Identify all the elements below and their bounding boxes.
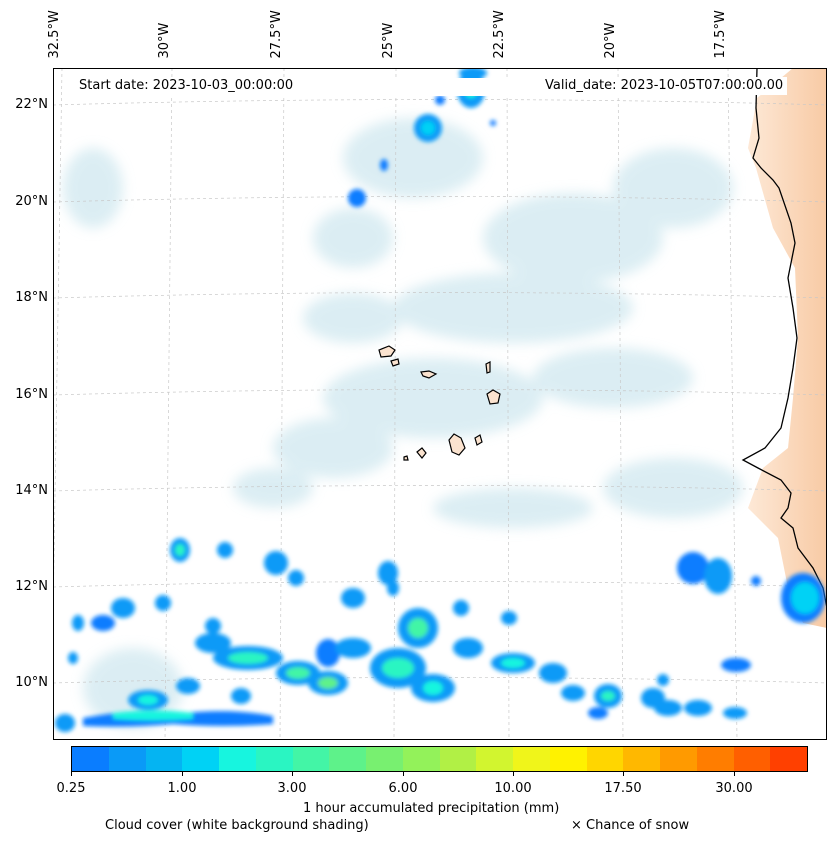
colorbar-segment [439, 747, 477, 771]
lat-label-12n: 12°N [15, 579, 48, 594]
precipitation-colorbar [71, 746, 808, 772]
colorbar-segment [733, 747, 771, 771]
colorbar-tick-mark [182, 772, 183, 776]
lat-label-20n: 20°N [15, 194, 48, 209]
lon-label-17-5w: 17.5°W [713, 10, 728, 59]
cloud-cover-note: Cloud cover (white background shading) [105, 818, 369, 833]
colorbar-segment [402, 747, 440, 771]
colorbar-tick-label: 30.00 [715, 781, 753, 796]
lon-label-25w: 25°W [381, 22, 396, 59]
colorbar-segment [108, 747, 146, 771]
colorbar-segment [292, 747, 330, 771]
graticule [53, 68, 827, 740]
colorbar-tick-mark [403, 772, 404, 776]
lon-label-30w: 30°W [157, 22, 172, 59]
colorbar-segment [182, 747, 219, 771]
precipitation-map [53, 68, 827, 740]
colorbar-segment [255, 747, 293, 771]
colorbar-tick-mark [71, 772, 72, 776]
colorbar-label: 1 hour accumulated precipitation (mm) [303, 801, 560, 816]
colorbar-segment [549, 747, 587, 771]
colorbar-tick-label: 1.00 [167, 781, 197, 796]
lon-label-27-5w: 27.5°W [269, 10, 284, 59]
lat-label-10n: 10°N [15, 675, 48, 690]
cape-verde-islands [378, 345, 501, 461]
colorbar-segment [660, 747, 697, 771]
colorbar-tick-label: 10.00 [494, 781, 532, 796]
colorbar-segment [145, 747, 183, 771]
land-shading [748, 68, 827, 628]
lon-label-22-5w: 22.5°W [492, 10, 507, 59]
colorbar-segment [219, 747, 256, 771]
colorbar-segment [696, 747, 734, 771]
colorbar-segment [513, 747, 550, 771]
colorbar-tick-mark [623, 772, 624, 776]
lat-label-18n: 18°N [15, 290, 48, 305]
colorbar-segment [72, 747, 109, 771]
valid-date-label: Valid_date: 2023-10-05T07:00:00.00 [541, 77, 788, 95]
colorbar-tick-label: 0.25 [56, 781, 86, 796]
snow-note: × Chance of snow [571, 818, 690, 833]
lat-label-16n: 16°N [15, 387, 48, 402]
colorbar-segment [476, 747, 513, 771]
lat-label-14n: 14°N [15, 483, 48, 498]
africa-coastline [741, 68, 827, 609]
header-strip [310, 78, 542, 96]
colorbar-tick-mark [513, 772, 514, 776]
colorbar-segment [770, 747, 807, 771]
colorbar-tick-label: 17.50 [604, 781, 642, 796]
colorbar-segment [623, 747, 660, 771]
colorbar-tick-label: 6.00 [388, 781, 418, 796]
colorbar-segment [366, 747, 403, 771]
lat-label-22n: 22°N [15, 97, 48, 112]
colorbar-tick-mark [734, 772, 735, 776]
start-date-label: Start date: 2023-10-03_00:00:00 [75, 77, 298, 95]
lon-label-20w: 20°W [603, 22, 618, 59]
precipitation-cells [55, 68, 825, 732]
colorbar-tick-mark [292, 772, 293, 776]
colorbar-segment [329, 747, 366, 771]
lon-label-32-5w: 32.5°W [47, 10, 62, 59]
colorbar-tick-label: 3.00 [277, 781, 307, 796]
colorbar-segment [586, 747, 624, 771]
